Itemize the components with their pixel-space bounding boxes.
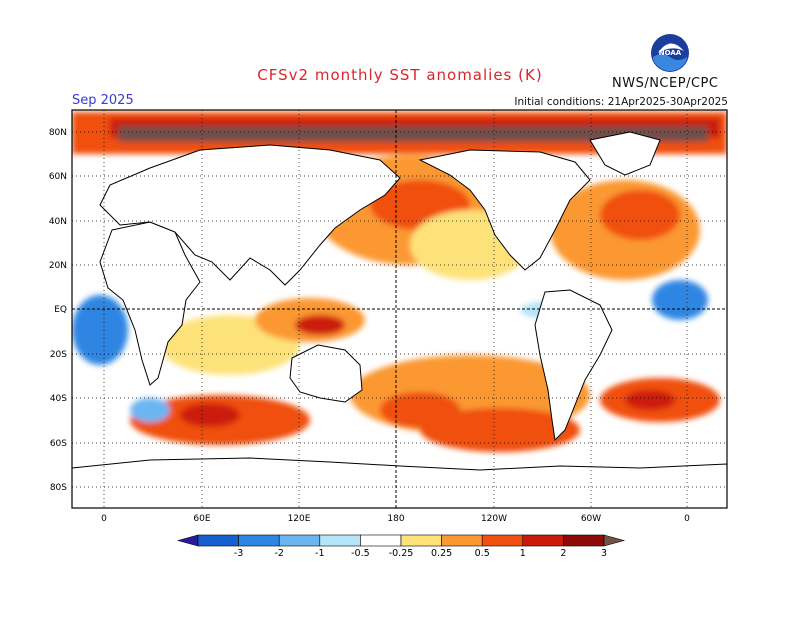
colorbar-segment: [319, 534, 361, 547]
land-africa: [99, 221, 201, 386]
land-antarctica: [72, 457, 727, 508]
lon-label: 60E: [193, 514, 210, 524]
colorbar-segment: [441, 534, 483, 547]
colorbar-label: -0.5: [351, 548, 370, 559]
colorbar-label: 3: [601, 548, 607, 559]
land-eurasia: [99, 144, 401, 286]
colorbar-segment: [481, 534, 524, 547]
colorbar-segment: [360, 534, 402, 547]
lat-label: 80N: [49, 128, 67, 138]
lon-label: 120W: [481, 514, 507, 524]
initial-conditions-label: Initial conditions: 21Apr2025-30Apr2025: [514, 96, 728, 108]
land-greenland: [589, 131, 661, 176]
land-australia: [289, 344, 363, 403]
map-frame: [71, 109, 728, 509]
lat-label: EQ: [54, 305, 67, 315]
land-north-america: [418, 149, 591, 271]
colorbar-legend: -3 -2 -1 -0.5 -0.25 0.25 0.5 1 2 3: [176, 534, 626, 559]
colorbar-label: 2: [560, 548, 566, 559]
lat-label: 60N: [49, 172, 67, 182]
agency-label: NWS/NCEP/CPC: [612, 76, 719, 91]
lon-label: 0: [101, 514, 107, 524]
colorbar-segment: [603, 534, 626, 547]
noaa-logo-icon: NOAA: [651, 34, 689, 72]
lon-label: 60W: [581, 514, 601, 524]
colorbar-label: 0.5: [475, 548, 490, 559]
lat-label: 40N: [49, 217, 67, 227]
lat-label: 40S: [50, 394, 67, 404]
colorbar-segment: [400, 534, 442, 547]
colorbar-segment: [522, 534, 564, 547]
colorbar-segment: [278, 534, 321, 547]
lon-label: 0: [684, 514, 690, 524]
colorbar-segment: [176, 534, 199, 547]
colorbar-label: -0.25: [389, 548, 414, 559]
lat-label: 60S: [50, 439, 67, 449]
colorbar-label: 1: [520, 548, 526, 559]
reference-lines: [72, 110, 727, 508]
chart-title: CFSv2 monthly SST anomalies (K): [257, 66, 543, 84]
lat-label: 20N: [49, 261, 67, 271]
logo-text: NOAA: [659, 49, 682, 57]
colorbar-segment: [563, 534, 605, 547]
longitude-axis: 0 60E 120E 180 120W 60W 0: [101, 514, 690, 524]
colorbar-label: -3: [234, 548, 243, 559]
lat-label: 80S: [50, 483, 67, 493]
colorbar-label: -1: [315, 548, 324, 559]
lat-label: 20S: [50, 350, 67, 360]
lon-label: 180: [387, 514, 404, 524]
valid-month-label: Sep 2025: [72, 93, 134, 108]
lon-label: 120E: [288, 514, 311, 524]
colorbar-label: 0.25: [431, 548, 452, 559]
latitude-axis: 80N 60N 40N 20N EQ 20S 40S 60S 80S: [49, 128, 67, 493]
colorbar-segment: [238, 534, 280, 547]
colorbar-segment: [197, 534, 239, 547]
colorbar-label: -2: [274, 548, 283, 559]
land-masses: [72, 131, 727, 508]
